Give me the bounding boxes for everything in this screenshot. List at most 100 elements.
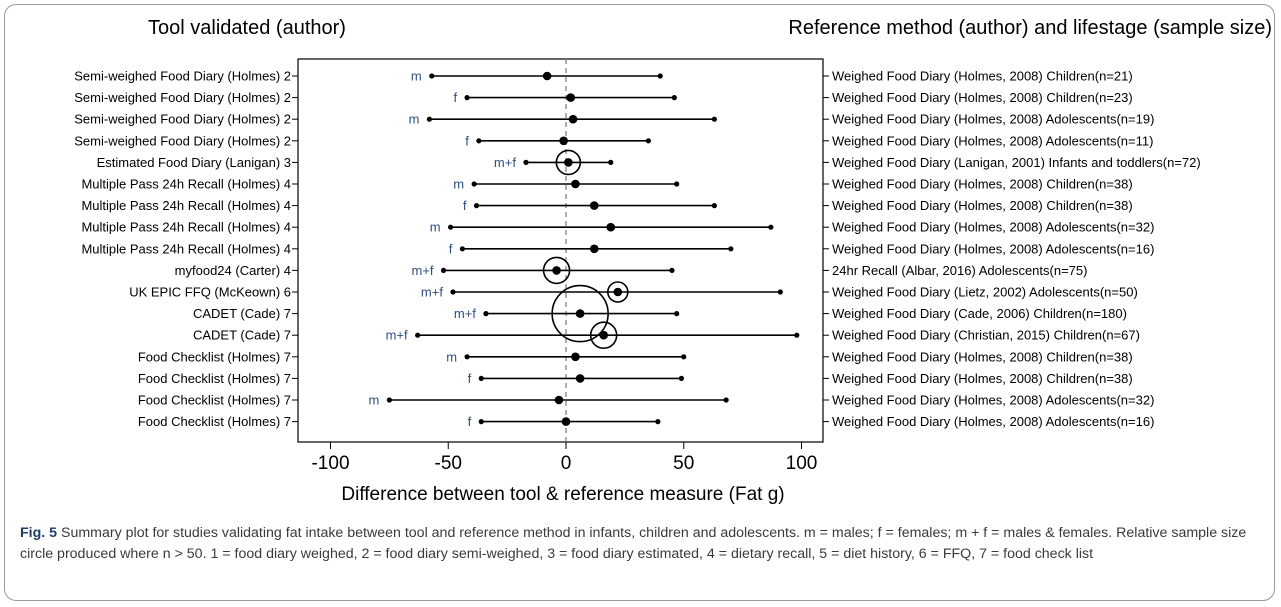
left-column-header: Tool validated (author) xyxy=(148,17,346,39)
forest-row: Multiple Pass 24h Recall (Holmes) 4 Weigh… xyxy=(81,177,1132,192)
figure-caption: Fig. 5 Summary plot for studies validati… xyxy=(20,523,1270,565)
reference-label: Weighed Food Diary (Holmes, 2008) Childr… xyxy=(832,69,1133,84)
ci-upper-cap xyxy=(728,246,734,252)
forest-row: Food Checklist (Holmes) 7 Weighed Food Di… xyxy=(138,371,1133,386)
ci-upper-cap xyxy=(723,397,729,403)
reference-label: Weighed Food Diary (Holmes, 2008) Childr… xyxy=(832,349,1133,364)
forest-plot: Tool validated (author) Reference method… xyxy=(74,17,1272,505)
ci-lower-cap xyxy=(473,203,480,209)
tool-label: Multiple Pass 24h Recall (Holmes) 4 xyxy=(81,241,291,256)
ci-lower-cap xyxy=(483,311,489,317)
tool-label: Food Checklist (Holmes) 7 xyxy=(138,414,291,429)
ci-upper-cap xyxy=(655,419,661,425)
ci-lower-cap xyxy=(386,397,392,403)
mean-point xyxy=(571,352,580,362)
tool-label: Multiple Pass 24h Recall (Holmes) 4 xyxy=(81,177,291,192)
reference-label: Weighed Food Diary (Holmes, 2008) Adoles… xyxy=(832,414,1154,429)
ci-upper-cap xyxy=(669,267,675,273)
ci-upper-cap xyxy=(608,159,614,165)
reference-label: 24hr Recall (Albar, 2016) Adolescents(n=… xyxy=(832,263,1087,278)
tool-label: CADET (Cade) 7 xyxy=(193,306,291,321)
figure-frame: Tool validated (author) Reference method… xyxy=(4,4,1275,601)
ci-lower-cap xyxy=(450,289,456,295)
group-label: f xyxy=(468,371,472,386)
mean-point xyxy=(571,179,580,189)
mean-point xyxy=(575,309,585,318)
mean-point xyxy=(589,244,599,254)
forest-row: Food Checklist (Holmes) 7 Weighed Food Di… xyxy=(138,349,1133,364)
ci-lower-cap xyxy=(476,138,482,144)
tool-label: Multiple Pass 24h Recall (Holmes) 4 xyxy=(81,220,291,235)
ci-lower-cap xyxy=(415,332,421,338)
tool-label: UK EPIC FFQ (McKeown) 6 xyxy=(129,285,291,300)
ci-lower-cap xyxy=(426,116,433,122)
sample-size-circle xyxy=(542,256,571,285)
reference-label: Weighed Food Diary (Holmes, 2008) Adoles… xyxy=(832,220,1154,235)
ci-lower-cap xyxy=(448,224,454,230)
mean-point xyxy=(542,71,552,81)
forest-row: Semi-weighed Food Diary (Holmes) 2 Weighe… xyxy=(74,69,1132,84)
tool-label: Semi-weighed Food Diary (Holmes) 2 xyxy=(74,112,291,127)
ci-lower-cap xyxy=(478,375,484,381)
group-label: m xyxy=(409,112,420,127)
ci-upper-cap xyxy=(681,354,687,360)
ci-lower-cap xyxy=(464,354,470,360)
ci-upper-cap xyxy=(711,203,717,209)
mean-point xyxy=(559,136,568,146)
group-label: f xyxy=(463,198,467,213)
reference-label: Weighed Food Diary (Cade, 2006) Children… xyxy=(832,306,1127,321)
tool-label: Food Checklist (Holmes) 7 xyxy=(138,349,291,364)
reference-label: Weighed Food Diary (Holmes, 2008) Adoles… xyxy=(832,112,1154,127)
group-label: f xyxy=(449,241,453,256)
mean-point xyxy=(606,222,616,232)
tool-label: Food Checklist (Holmes) 7 xyxy=(138,393,291,408)
ci-upper-cap xyxy=(711,116,717,122)
forest-row: Semi-weighed Food Diary (Holmes) 2 Weighe… xyxy=(74,90,1132,105)
group-label: m+f xyxy=(494,155,516,170)
tool-label: Semi-weighed Food Diary (Holmes) 2 xyxy=(74,133,291,148)
reference-label: Weighed Food Diary (Holmes, 2008) Adoles… xyxy=(832,133,1153,148)
ci-lower-cap xyxy=(464,95,470,101)
x-tick-label: 0 xyxy=(561,453,572,474)
forest-row: UK EPIC FFQ (McKeown) 6 Weighed Food Diar… xyxy=(129,281,1138,303)
group-label: m+f xyxy=(386,328,408,343)
tool-label: myfood24 (Carter) 4 xyxy=(175,263,291,278)
tool-label: CADET (Cade) 7 xyxy=(193,328,291,343)
ci-lower-cap xyxy=(429,73,435,79)
tool-label: Food Checklist (Holmes) 7 xyxy=(138,371,291,386)
forest-row: Food Checklist (Holmes) 7 Weighed Food Di… xyxy=(138,393,1155,408)
ci-upper-cap xyxy=(777,289,783,295)
x-axis-label: Difference between tool & reference meas… xyxy=(341,484,784,505)
ci-upper-cap xyxy=(674,311,680,317)
ci-upper-cap xyxy=(678,375,684,381)
ci-lower-cap xyxy=(459,246,465,252)
reference-label: Weighed Food Diary (Holmes, 2008) Adoles… xyxy=(832,393,1154,408)
sample-size-circle xyxy=(551,284,609,343)
x-tick-label: 50 xyxy=(673,453,694,474)
mean-point xyxy=(589,201,599,210)
group-label: m xyxy=(453,177,464,192)
group-label: f xyxy=(465,133,469,148)
forest-row: Multiple Pass 24h Recall (Holmes) 4 Weigh… xyxy=(81,241,1154,256)
group-label: m+f xyxy=(454,306,476,321)
ci-upper-cap xyxy=(674,181,680,187)
forest-row: Food Checklist (Holmes) 7 Weighed Food Di… xyxy=(138,414,1155,429)
ci-lower-cap xyxy=(440,267,447,273)
ci-lower-cap xyxy=(478,419,484,425)
group-label: m+f xyxy=(411,263,433,278)
group-label: m xyxy=(446,349,457,364)
ci-lower-cap xyxy=(471,181,477,187)
forest-row: myfood24 (Carter) 4 24hr Recall (Albar, 2… xyxy=(175,256,1087,285)
x-tick-label: -50 xyxy=(435,453,462,474)
ci-upper-cap xyxy=(794,332,800,338)
sample-size-circle xyxy=(607,281,629,303)
forest-row: Multiple Pass 24h Recall (Holmes) 4 Weigh… xyxy=(81,220,1154,235)
forest-row: CADET (Cade) 7 Weighed Food Diary (Christ… xyxy=(193,321,1140,350)
figure-label: Fig. 5 xyxy=(20,525,58,541)
forest-row: Semi-weighed Food Diary (Holmes) 2 Weighe… xyxy=(74,133,1153,148)
reference-label: Weighed Food Diary (Christian, 2015) Chi… xyxy=(832,328,1140,343)
ci-lower-cap xyxy=(523,159,529,165)
sample-size-circle xyxy=(589,321,618,350)
group-label: f xyxy=(468,414,472,429)
reference-label: Weighed Food Diary (Holmes, 2008) Adoles… xyxy=(832,241,1154,256)
